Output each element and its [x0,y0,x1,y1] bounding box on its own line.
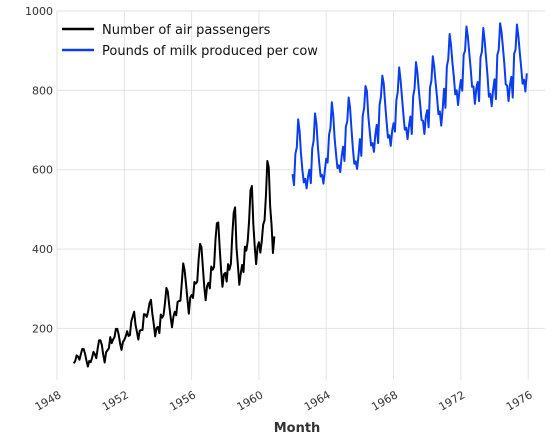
x-tick-label: 1956 [167,388,198,413]
x-tick-label: 1968 [369,388,400,413]
y-tick-label: 800 [32,84,53,97]
x-tick-label: 1948 [33,388,64,413]
y-tick-label: 400 [32,243,53,256]
legend-label-milk-production: Pounds of milk produced per cow [102,44,318,59]
x-tick-label: 1960 [235,388,266,413]
y-axis-ticks: 200 400 600 800 1000 [25,5,53,335]
x-tick-label: 1964 [302,388,333,413]
grid-lines [56,10,545,380]
y-tick-label: 1000 [25,5,53,18]
x-tick-label: 1976 [504,388,535,413]
series-line-air-passengers [72,159,276,368]
x-tick-label: 1972 [437,388,468,413]
y-tick-label: 600 [32,164,53,177]
series-layer [72,22,528,368]
y-tick-label: 200 [32,322,53,335]
x-axis-ticks: 1948 1952 1956 1960 1964 1968 1972 1976 [33,388,535,413]
x-axis-title: Month [274,421,321,436]
legend: Number of air passengers Pounds of milk … [62,23,318,59]
legend-label-air-passengers: Number of air passengers [102,23,271,38]
series-line-milk-production [291,22,528,190]
x-tick-label: 1952 [100,388,131,413]
